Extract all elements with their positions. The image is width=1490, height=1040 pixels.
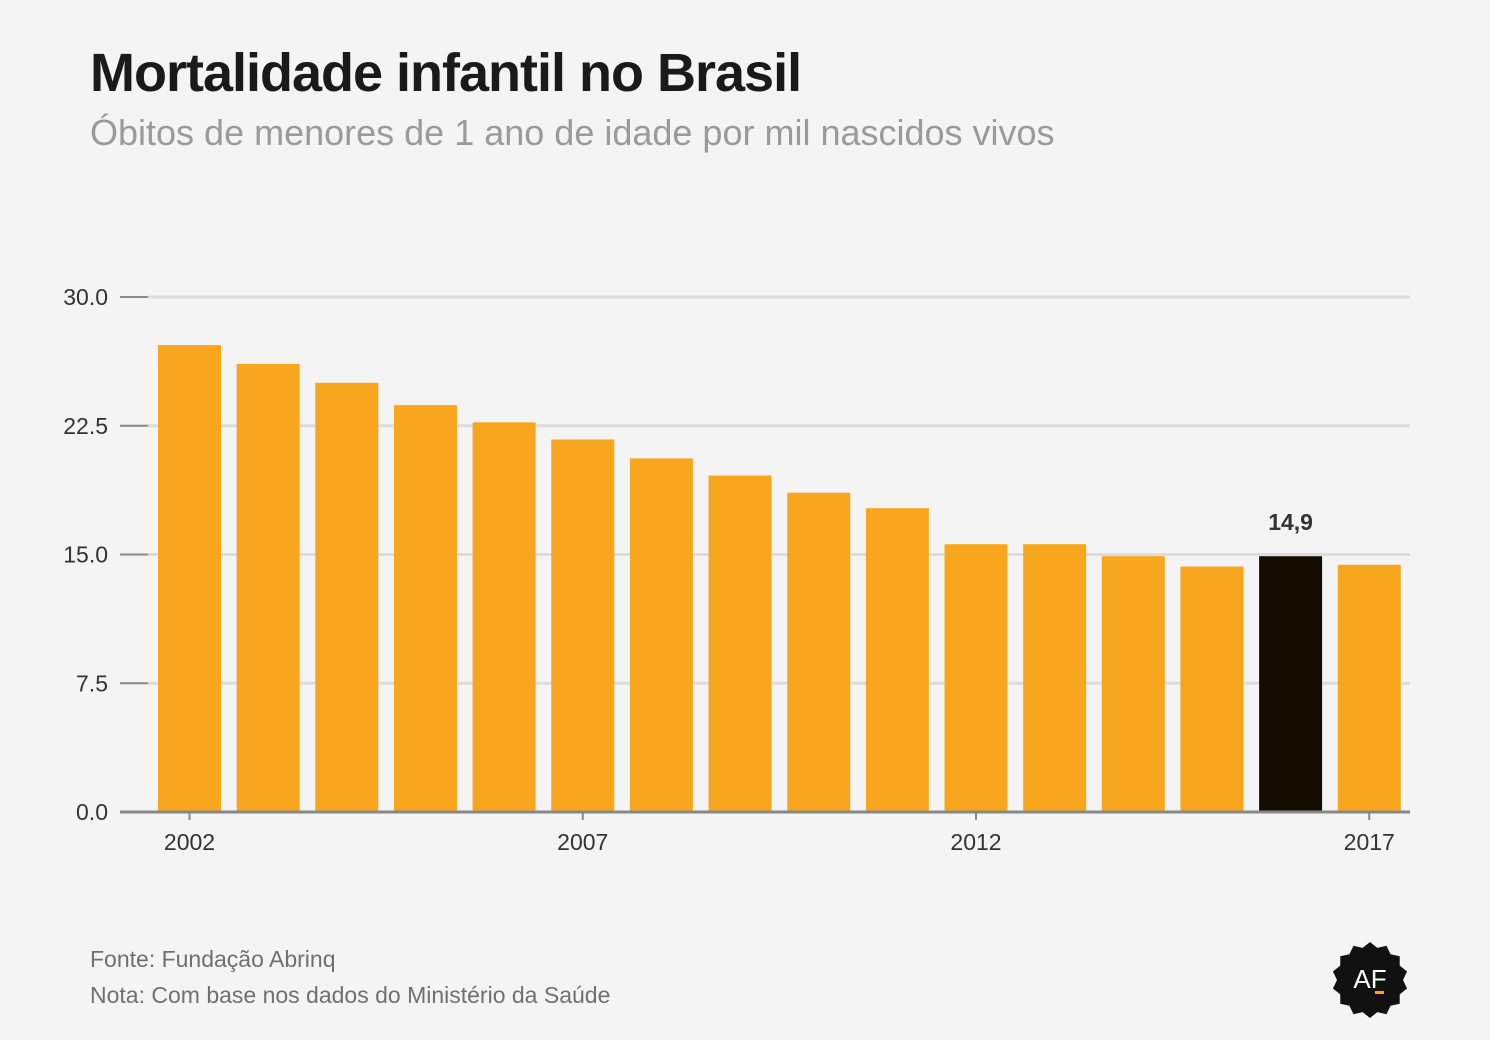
bar — [551, 439, 615, 812]
bar-chart: 30.0 22.5 15.0 7.5 0.0 14,9 2002 2007 2012 2017 — [63, 284, 1410, 855]
bar — [1337, 564, 1401, 812]
x-tick-label: 2002 — [164, 829, 215, 855]
y-tick-label: 0.0 — [76, 799, 108, 825]
chart-subtitle: Óbitos de menores de 1 ano de idade por … — [90, 112, 1055, 153]
af-logo-accent — [1375, 991, 1384, 994]
bar — [472, 422, 536, 812]
bar — [944, 544, 1008, 812]
source-note: Fonte: Fundação Abrinq — [90, 946, 336, 972]
af-logo-badge — [1332, 942, 1408, 1018]
bar — [315, 382, 379, 812]
bar — [236, 363, 300, 812]
data-label: 14,9 — [1268, 509, 1313, 535]
x-tick-label: 2017 — [1344, 829, 1395, 855]
y-tick-label: 30.0 — [63, 284, 108, 310]
bar — [629, 458, 693, 812]
bar — [1023, 544, 1087, 812]
bar — [787, 492, 851, 812]
af-logo: AF — [1332, 942, 1408, 1018]
y-tick-label: 7.5 — [76, 670, 108, 696]
bar — [708, 475, 772, 812]
bar — [1101, 556, 1165, 812]
y-tick-label: 15.0 — [63, 542, 108, 568]
footnote: Nota: Com base nos dados do Ministério d… — [90, 982, 611, 1008]
x-tick-label: 2007 — [557, 829, 608, 855]
x-tick-label: 2012 — [950, 829, 1001, 855]
bar — [158, 345, 221, 812]
af-logo-text: AF — [1353, 964, 1386, 994]
y-tick-label: 22.5 — [63, 413, 108, 439]
bar — [865, 508, 929, 812]
bar — [393, 405, 457, 812]
bar — [1180, 566, 1244, 812]
bar-highlight — [1259, 556, 1323, 812]
chart-title: Mortalidade infantil no Brasil — [90, 43, 802, 103]
